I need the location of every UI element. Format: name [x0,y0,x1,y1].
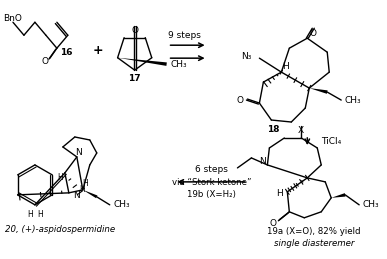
Text: 6 steps: 6 steps [195,166,228,174]
Text: H: H [79,185,85,194]
Text: N: N [75,148,82,157]
Text: 20, (+)-aspidospermidine: 20, (+)-aspidospermidine [5,225,115,234]
Polygon shape [118,58,167,66]
Text: H: H [282,62,289,71]
Text: CH₃: CH₃ [345,96,361,105]
Text: O: O [41,57,48,66]
Text: via “Stork ketone”: via “Stork ketone” [172,178,251,187]
Text: H: H [82,179,88,188]
Text: N₃: N₃ [241,52,252,61]
Text: 19b (X=H₂): 19b (X=H₂) [187,190,236,199]
Text: 19a (X=O), 82% yield: 19a (X=O), 82% yield [267,227,361,236]
Text: O: O [270,219,277,228]
Text: O: O [131,26,138,35]
Text: +: + [92,44,103,57]
Text: TiCl₄: TiCl₄ [321,138,341,147]
Text: CH₃: CH₃ [113,200,130,209]
Text: 17: 17 [128,74,141,83]
Polygon shape [309,88,328,94]
Text: BnO: BnO [3,14,22,23]
Polygon shape [83,190,98,198]
Text: N: N [74,191,80,200]
Text: 16: 16 [60,48,72,57]
Text: H: H [276,189,283,198]
Polygon shape [331,193,346,198]
Text: O: O [237,96,244,105]
Text: 9 steps: 9 steps [168,31,201,40]
Text: CH₃: CH₃ [170,60,187,69]
Text: CH₃: CH₃ [363,200,379,209]
Text: H: H [27,210,33,219]
Text: O: O [310,29,317,38]
Text: 18: 18 [267,126,280,134]
Text: H: H [37,210,43,219]
Text: single diasteremer: single diasteremer [274,239,355,248]
Text: N: N [259,157,266,167]
Text: X: X [298,126,304,135]
Text: H: H [57,173,63,182]
